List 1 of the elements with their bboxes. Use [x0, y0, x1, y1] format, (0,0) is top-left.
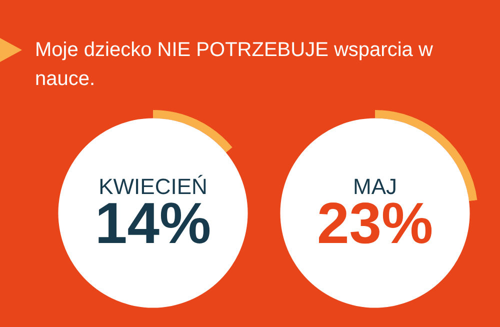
chart-title: Moje dziecko NIE POTRZEBUJE wsparcia w nauce. — [35, 38, 434, 92]
